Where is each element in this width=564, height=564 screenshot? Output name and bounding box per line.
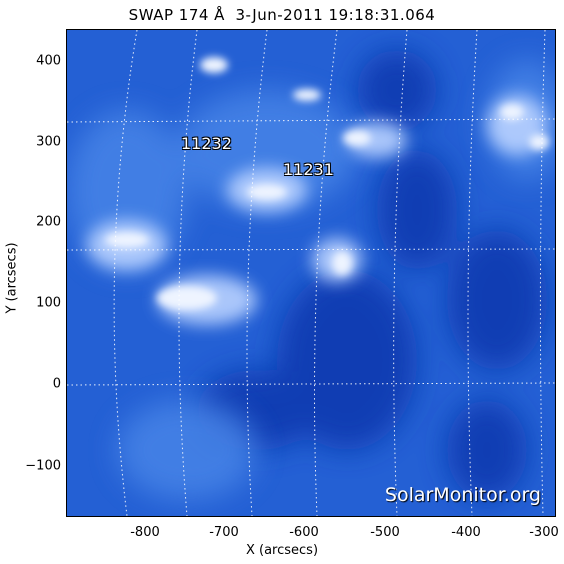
y-tick-label: 200 — [36, 214, 61, 230]
y-tick-label: −100 — [25, 458, 61, 474]
y-tick-label: 400 — [36, 53, 61, 69]
active-region-label: 11232 — [181, 134, 232, 153]
y-axis-label: Y (arcsecs) — [4, 242, 20, 314]
x-tick-label: -800 — [130, 525, 160, 540]
y-tick-label: 100 — [36, 295, 61, 311]
x-tick-label: -300 — [529, 525, 559, 540]
y-tick-label: 300 — [36, 134, 61, 150]
x-tick-label: -600 — [289, 525, 319, 540]
watermark: SolarMonitor.org — [384, 484, 541, 506]
solar-image-panel: 11232 11231 SolarMonitor.org — [66, 29, 556, 517]
y-tick-label: 0 — [52, 376, 61, 392]
x-tick-label: -400 — [451, 525, 481, 540]
image-title: SWAP 174 Å 3-Jun-2011 19:18:31.064 — [128, 6, 436, 24]
solar-image — [67, 30, 555, 516]
x-axis-label: X (arcsecs) — [245, 543, 319, 558]
active-region-label: 11231 — [283, 160, 334, 179]
x-tick-label: -700 — [209, 525, 239, 540]
x-tick-label: -500 — [370, 525, 400, 540]
